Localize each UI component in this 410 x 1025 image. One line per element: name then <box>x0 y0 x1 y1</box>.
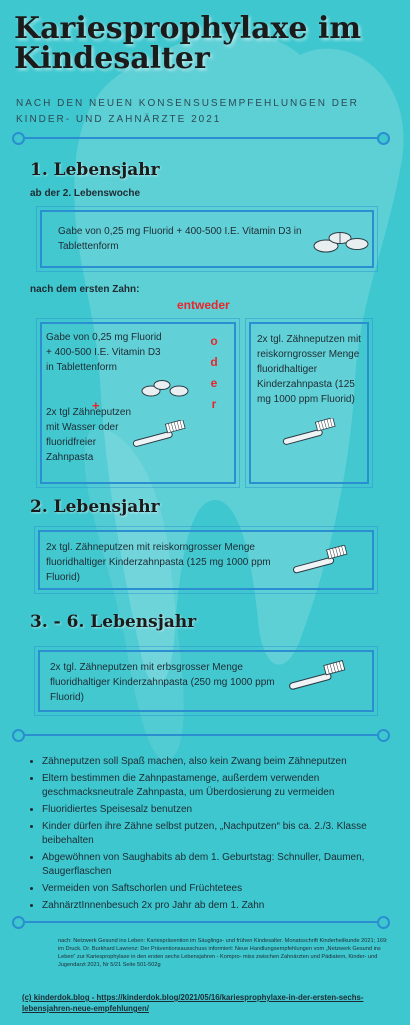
tablets-icon <box>141 380 189 397</box>
section2-box <box>34 526 378 594</box>
or-letter-1: o <box>210 334 218 348</box>
tip-item: Eltern bestimmen die Zahnpastamenge, auß… <box>42 772 402 800</box>
plus-sign: + <box>92 398 100 413</box>
divider-top <box>12 132 390 145</box>
section3-heading: 3. - 6. Lebensjahr <box>30 612 197 632</box>
either-label: entweder <box>177 298 230 312</box>
section1-option-right-text: 2x tgl. Zähneputzen mit reiskorngrosser … <box>257 334 361 405</box>
divider-middle <box>12 729 390 742</box>
divider-bottom <box>12 916 390 929</box>
section1-option-left-text-b: 2x tgl Zähneputzen mit Wasser oder fluor… <box>46 407 132 463</box>
tip-item: Fluoridiertes Speisesalz benutzen <box>42 803 402 817</box>
tip-item: ZahnärztInnenbesuch 2x pro Jahr ab dem 1… <box>42 899 402 913</box>
tablets-icon <box>313 232 369 253</box>
section1-from-week-label: ab der 2. Lebenswoche <box>30 188 141 199</box>
toothbrush-icon <box>132 420 186 447</box>
page-title: Kariesprophylaxe im Kindesalter <box>14 11 362 76</box>
toothbrush-icon <box>282 418 336 445</box>
section3-box <box>34 646 378 716</box>
tip-item: Zähneputzen soll Spaß machen, also kein … <box>42 755 402 769</box>
section1-first-tooth-label: nach dem ersten Zahn: <box>30 284 140 295</box>
section3-box-text: 2x tgl. Zähneputzen mit erbsgrosser Meng… <box>50 662 275 703</box>
sources-note: nach: Netzwerk Gesund ins Leben: Kariesp… <box>58 938 388 968</box>
section1-option-left-text-a: Gabe von 0,25 mg Fluorid + 400-500 I.E. … <box>46 332 162 373</box>
section1-box-vitamin <box>36 206 378 272</box>
toothbrush-icon <box>292 545 348 574</box>
section1-heading: 1. Lebensjahr <box>30 160 160 180</box>
page-subtitle: NACH DEN NEUEN KONSENSUSEMPFEHLUNGEN DER… <box>16 98 359 125</box>
section2-box-text: 2x tgl. Zähneputzen mit reiskorngrosser … <box>46 542 271 583</box>
tip-item: Abgewöhnen von Saughabits ab dem 1. Gebu… <box>42 851 402 879</box>
toothbrush-icon <box>289 660 346 690</box>
section2-heading: 2. Lebensjahr <box>30 497 160 517</box>
or-letter-2: d <box>210 355 218 369</box>
or-letter-3: e <box>210 376 218 390</box>
tip-item: Kinder dürfen ihre Zähne selbst putzen, … <box>42 820 402 848</box>
section1-option-left-box <box>36 318 240 488</box>
tips-list: Zähneputzen soll Spaß machen, also kein … <box>28 755 402 916</box>
section1-box-vitamin-text: Gabe von 0,25 mg Fluorid + 400-500 I.E. … <box>58 226 302 252</box>
section1-option-right-box <box>245 318 373 488</box>
tip-item: Vermeiden von Saftschorlen und Früchtete… <box>42 882 402 896</box>
footer-link[interactable]: (c) kinderdok.blog - https://kinderdok.b… <box>22 993 364 1013</box>
or-letter-4: r <box>211 397 217 411</box>
